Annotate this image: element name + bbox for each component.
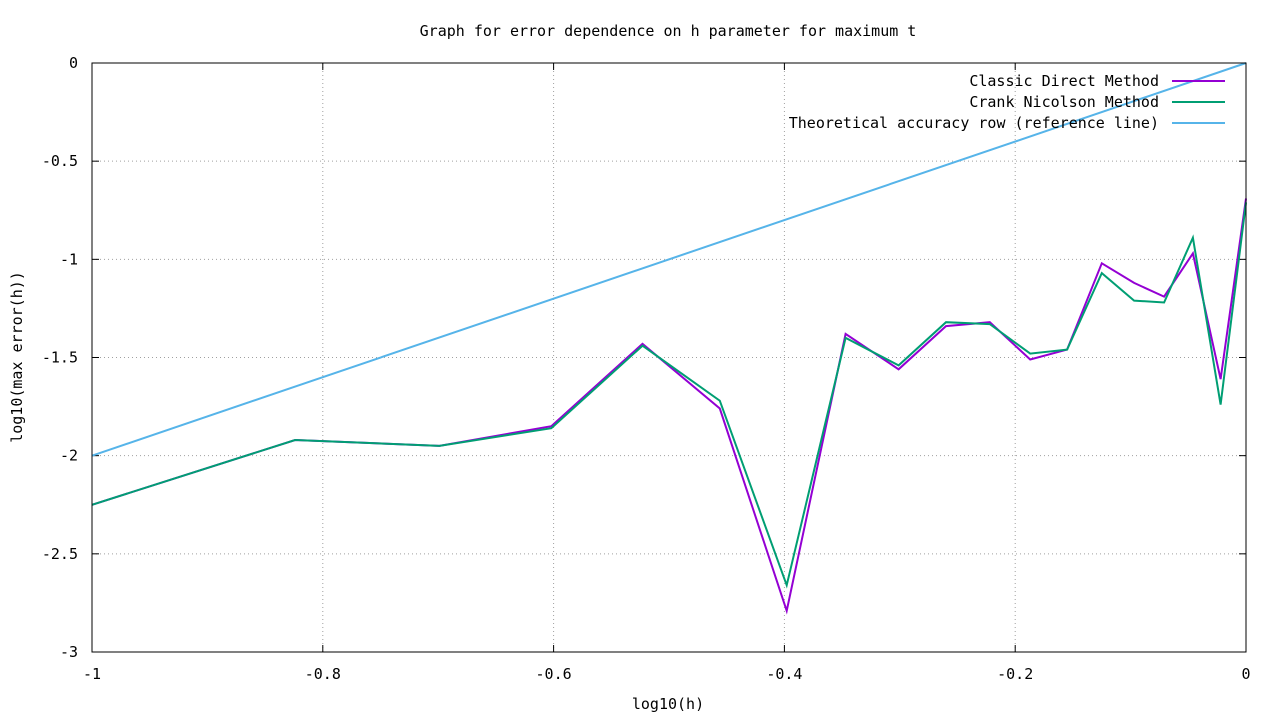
x-tick-label: -1	[83, 665, 101, 683]
x-tick-label: -0.4	[766, 665, 802, 683]
legend-label: Crank Nicolson Method	[969, 93, 1159, 111]
x-tick-label: 0	[1241, 665, 1250, 683]
x-tick-label: -0.8	[305, 665, 341, 683]
legend: Classic Direct Method Crank Nicolson Meth…	[789, 72, 1225, 132]
series-line	[91, 62, 1247, 457]
grid	[92, 63, 1246, 652]
chart-title: Graph for error dependence on h paramete…	[420, 22, 917, 40]
y-tick-label: -1	[60, 250, 78, 268]
y-tick-label: -3	[60, 643, 78, 661]
y-tick-label: -1.5	[42, 349, 78, 367]
y-tick-label: -2.5	[42, 545, 78, 563]
axis-ticks: -1 -0.8 -0.6 -0.4 -0.2 0 0 -0.5 -1 -1.5 -2 -2.5 -3	[42, 54, 1251, 683]
y-tick-label: 0	[69, 54, 78, 72]
legend-label: Theoretical accuracy row (reference line…	[789, 114, 1159, 132]
y-tick-label: -0.5	[42, 152, 78, 170]
y-tick-label: -2	[60, 447, 78, 465]
series-line	[91, 198, 1247, 615]
plot-frame	[91, 62, 1247, 653]
x-axis-label: log10(h)	[632, 695, 704, 713]
x-tick-label: -0.2	[997, 665, 1033, 683]
y-axis-label: log10(max error(h))	[8, 271, 26, 443]
series-lines	[91, 62, 1247, 615]
series-line	[91, 202, 1247, 589]
legend-label: Classic Direct Method	[969, 72, 1159, 90]
x-tick-label: -0.6	[536, 665, 572, 683]
